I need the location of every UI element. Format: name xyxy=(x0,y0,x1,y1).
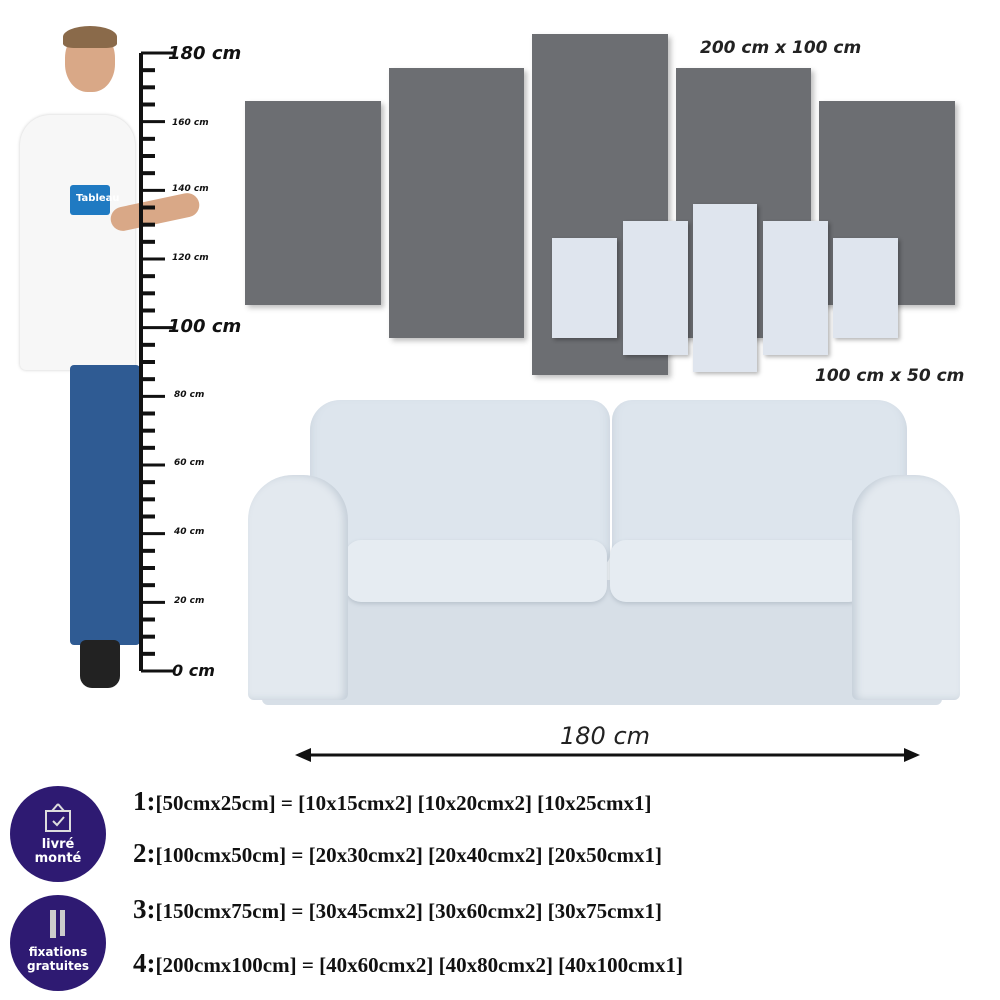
size-text: [100cmx50cm] = [20x30cmx2] [20x40cmx2] [… xyxy=(155,843,662,867)
ruler-scale xyxy=(139,51,173,673)
small-size-label: 100 cm x 50 cm xyxy=(815,366,965,386)
ruler-label: 140 cm xyxy=(172,184,209,194)
ruler-label-180: 180 cm xyxy=(168,43,242,64)
shirt-logo: Tableau xyxy=(76,193,120,204)
ruler-label: 120 cm xyxy=(172,253,209,263)
badge-text: gratuites xyxy=(26,959,89,973)
size-text: [50cmx25cm] = [10x15cmx2] [10x20cmx2] [1… xyxy=(155,791,652,815)
ruler-label: 40 cm xyxy=(174,527,205,537)
panel xyxy=(245,101,381,305)
panel xyxy=(552,238,617,338)
screw-icon xyxy=(50,910,65,938)
size-text: [200cmx100cm] = [40x60cmx2] [40x80cmx2] … xyxy=(155,953,683,977)
ruler-label: 20 cm xyxy=(174,596,205,606)
free-fixings-badge: fixations gratuites xyxy=(10,895,106,991)
badge-text: monté xyxy=(34,851,82,866)
ruler-label: 60 cm xyxy=(174,458,205,468)
frame-check-icon xyxy=(45,803,71,832)
panel xyxy=(693,204,757,372)
ruler-label: 100 cm xyxy=(168,316,242,337)
panel xyxy=(763,221,828,355)
badge-text: fixations xyxy=(28,945,88,959)
ruler-label: 80 cm xyxy=(174,390,205,400)
size-number: 2: xyxy=(133,838,156,868)
sofa-width-label: 180 cm xyxy=(560,722,651,750)
size-number: 4: xyxy=(133,948,156,978)
panel xyxy=(389,68,524,338)
size-option-2: 2:[100cmx50cm] = [20x30cmx2] [20x40cmx2]… xyxy=(133,838,662,869)
width-arrow xyxy=(295,748,920,762)
delivered-mounted-badge: livré monté xyxy=(10,786,106,882)
ruler-label: 0 cm xyxy=(172,661,215,680)
size-option-3: 3:[150cmx75cm] = [30x45cmx2] [30x60cmx2]… xyxy=(133,894,662,925)
large-size-label: 200 cm x 100 cm xyxy=(700,38,862,58)
size-number: 3: xyxy=(133,894,156,924)
panel xyxy=(833,238,898,338)
badge-text: livré xyxy=(41,837,75,852)
panel xyxy=(623,221,688,355)
size-option-4: 4:[200cmx100cm] = [40x60cmx2] [40x80cmx2… xyxy=(133,948,683,979)
size-text: [150cmx75cm] = [30x45cmx2] [30x60cmx2] [… xyxy=(155,899,662,923)
ruler-label: 160 cm xyxy=(172,118,209,128)
size-option-1: 1:[50cmx25cm] = [10x15cmx2] [10x20cmx2] … xyxy=(133,786,651,817)
size-number: 1: xyxy=(133,786,156,816)
